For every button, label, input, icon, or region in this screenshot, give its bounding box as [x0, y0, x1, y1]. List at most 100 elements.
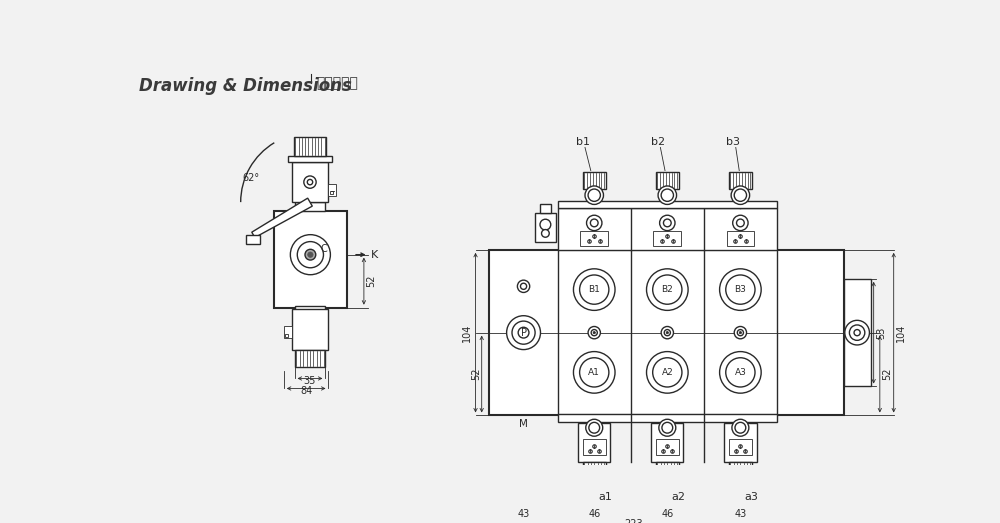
Circle shape	[734, 326, 747, 339]
Circle shape	[737, 219, 744, 227]
Circle shape	[290, 235, 330, 275]
Circle shape	[732, 419, 749, 436]
Text: 52: 52	[366, 275, 376, 288]
Text: a2: a2	[671, 493, 685, 503]
Text: 图纸和尺寸: 图纸和尺寸	[316, 77, 358, 90]
Circle shape	[659, 419, 676, 436]
Text: 53: 53	[876, 326, 886, 339]
Bar	[656, 172, 679, 189]
Text: M: M	[519, 419, 528, 429]
Bar	[330, 191, 333, 195]
Circle shape	[586, 419, 603, 436]
Text: 52: 52	[471, 368, 481, 380]
Circle shape	[593, 332, 595, 334]
Circle shape	[590, 219, 598, 227]
Circle shape	[658, 186, 677, 204]
Bar	[328, 184, 336, 196]
Circle shape	[587, 215, 602, 231]
Circle shape	[660, 215, 675, 231]
Bar	[844, 279, 871, 386]
Text: K: K	[371, 249, 378, 260]
Circle shape	[737, 329, 743, 336]
Bar	[246, 235, 260, 244]
Text: b3: b3	[726, 137, 740, 146]
Circle shape	[726, 358, 755, 387]
Text: 43: 43	[517, 508, 530, 519]
Circle shape	[653, 275, 682, 304]
Bar	[583, 462, 606, 477]
Text: 46: 46	[661, 508, 673, 519]
Circle shape	[661, 189, 673, 201]
Circle shape	[580, 275, 609, 304]
Circle shape	[588, 326, 600, 339]
Circle shape	[661, 326, 673, 339]
Text: b1: b1	[576, 137, 590, 146]
Text: 43: 43	[734, 508, 747, 519]
Circle shape	[588, 189, 600, 201]
Bar	[558, 201, 777, 208]
Text: 104: 104	[896, 323, 906, 342]
Circle shape	[591, 329, 597, 336]
Bar	[727, 231, 754, 246]
Circle shape	[647, 269, 688, 310]
Bar	[540, 203, 551, 213]
Text: P: P	[521, 327, 527, 338]
Bar	[295, 306, 325, 315]
Bar	[274, 211, 347, 308]
Text: a3: a3	[744, 493, 758, 503]
Circle shape	[663, 219, 671, 227]
Text: 84: 84	[300, 386, 312, 396]
Text: A3: A3	[734, 368, 746, 377]
Bar	[489, 250, 844, 415]
Circle shape	[580, 358, 609, 387]
Bar	[294, 137, 326, 156]
Bar	[651, 423, 683, 462]
Bar	[285, 334, 288, 337]
Circle shape	[664, 329, 670, 336]
Text: 52: 52	[882, 368, 892, 380]
Circle shape	[573, 351, 615, 393]
Circle shape	[653, 358, 682, 387]
Circle shape	[573, 269, 615, 310]
Circle shape	[585, 186, 603, 204]
Bar	[292, 162, 328, 202]
Bar	[558, 414, 777, 422]
Circle shape	[739, 332, 742, 334]
Circle shape	[854, 329, 860, 336]
Circle shape	[647, 351, 688, 393]
Circle shape	[589, 423, 600, 433]
Circle shape	[666, 332, 668, 334]
Text: A2: A2	[661, 368, 673, 377]
Bar	[288, 156, 332, 162]
Circle shape	[542, 230, 549, 237]
Circle shape	[507, 316, 540, 349]
Circle shape	[520, 283, 527, 289]
Bar	[583, 438, 606, 456]
Bar	[295, 202, 325, 211]
Circle shape	[518, 327, 529, 338]
Circle shape	[297, 242, 323, 268]
Text: 35: 35	[304, 376, 316, 386]
Bar	[535, 213, 556, 242]
Text: C: C	[320, 244, 327, 254]
Text: 223: 223	[624, 519, 642, 523]
Text: 46: 46	[588, 508, 600, 519]
Circle shape	[517, 280, 530, 292]
Bar	[583, 172, 606, 189]
Text: 104: 104	[462, 323, 472, 342]
Circle shape	[540, 219, 551, 230]
Text: A1: A1	[588, 368, 600, 377]
Circle shape	[308, 252, 313, 257]
Bar	[724, 423, 757, 462]
Text: b2: b2	[651, 137, 665, 146]
Text: Drawing & Dimensions: Drawing & Dimensions	[139, 77, 352, 95]
Circle shape	[845, 320, 869, 345]
Text: 62°: 62°	[242, 173, 259, 183]
Circle shape	[512, 321, 535, 344]
Circle shape	[726, 275, 755, 304]
Circle shape	[734, 189, 747, 201]
Bar	[656, 438, 679, 456]
Circle shape	[662, 423, 673, 433]
Circle shape	[733, 215, 748, 231]
Circle shape	[307, 179, 313, 185]
